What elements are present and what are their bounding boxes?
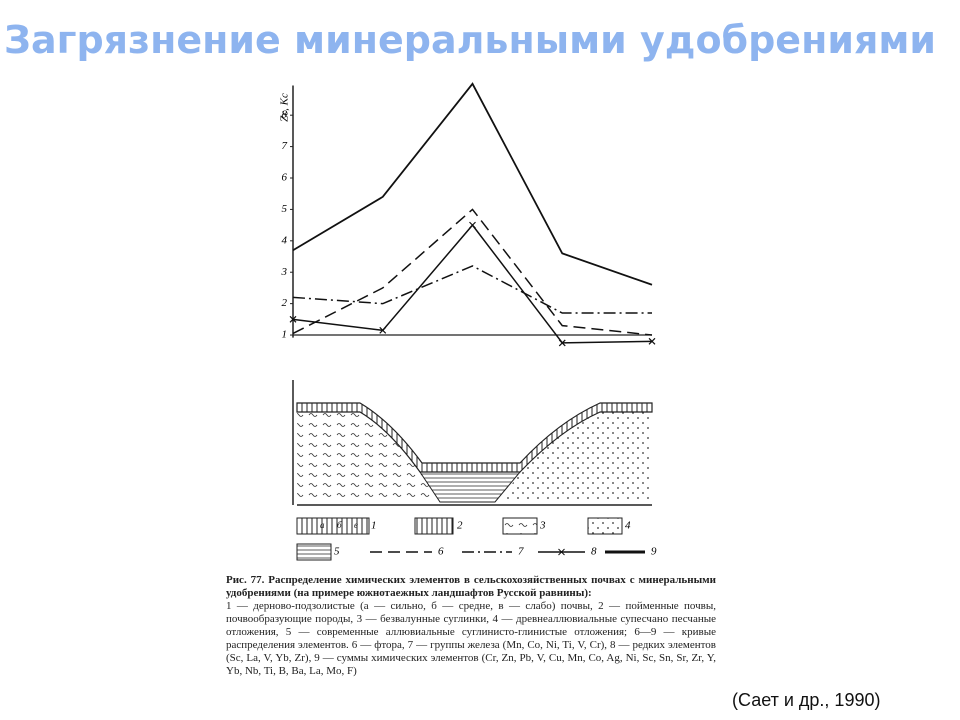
y-tick-label: 8 xyxy=(282,109,288,121)
y-tick-label: 1 xyxy=(282,329,288,341)
figure-caption: Рис. 77. Распределение химических элемен… xyxy=(226,574,716,678)
legend-label: 7 xyxy=(518,546,524,558)
legend xyxy=(296,517,623,561)
cross-marker xyxy=(289,315,297,323)
legend-marker xyxy=(558,548,565,556)
slide-title: Загрязнение минеральными удобрениями xyxy=(3,18,937,62)
series-line xyxy=(292,265,652,314)
series-line xyxy=(292,82,653,286)
legend-label: 6 xyxy=(438,546,444,558)
y-tick-label: 4 xyxy=(282,234,288,246)
y-tick-label: 7 xyxy=(282,140,288,152)
legend-label: 4 xyxy=(625,520,631,532)
citation: (Сает и др., 1990) xyxy=(732,690,881,710)
cross-section xyxy=(292,380,653,506)
legend-sublabel: а xyxy=(320,520,325,530)
legend-label: 2 xyxy=(457,520,463,532)
caption-heading: Рис. 77. Распределение химических элемен… xyxy=(226,574,716,599)
cross-marker xyxy=(469,221,476,229)
legend-label: 3 xyxy=(539,520,546,532)
legend-label: 1 xyxy=(371,520,377,532)
cross-marker xyxy=(648,337,656,345)
cross-marker xyxy=(558,339,566,347)
caption-text: 1 — дерново-подзолистые (а — сильно, б —… xyxy=(226,600,716,677)
y-tick-label: 5 xyxy=(282,203,288,215)
legend-label: 9 xyxy=(651,546,657,558)
y-axis-label: Zc, Kc xyxy=(279,93,291,122)
y-tick-label: 3 xyxy=(281,266,288,278)
figure-frame xyxy=(193,67,730,710)
legend-label: 8 xyxy=(591,546,597,558)
legend-sublabel: б xyxy=(337,520,342,530)
series-line xyxy=(292,208,653,336)
cross-marker xyxy=(379,326,387,334)
y-tick-label: 2 xyxy=(282,297,288,309)
legend-label: 5 xyxy=(334,546,340,558)
legend-sublabel: в xyxy=(354,520,358,530)
y-tick-label: 6 xyxy=(282,172,288,184)
